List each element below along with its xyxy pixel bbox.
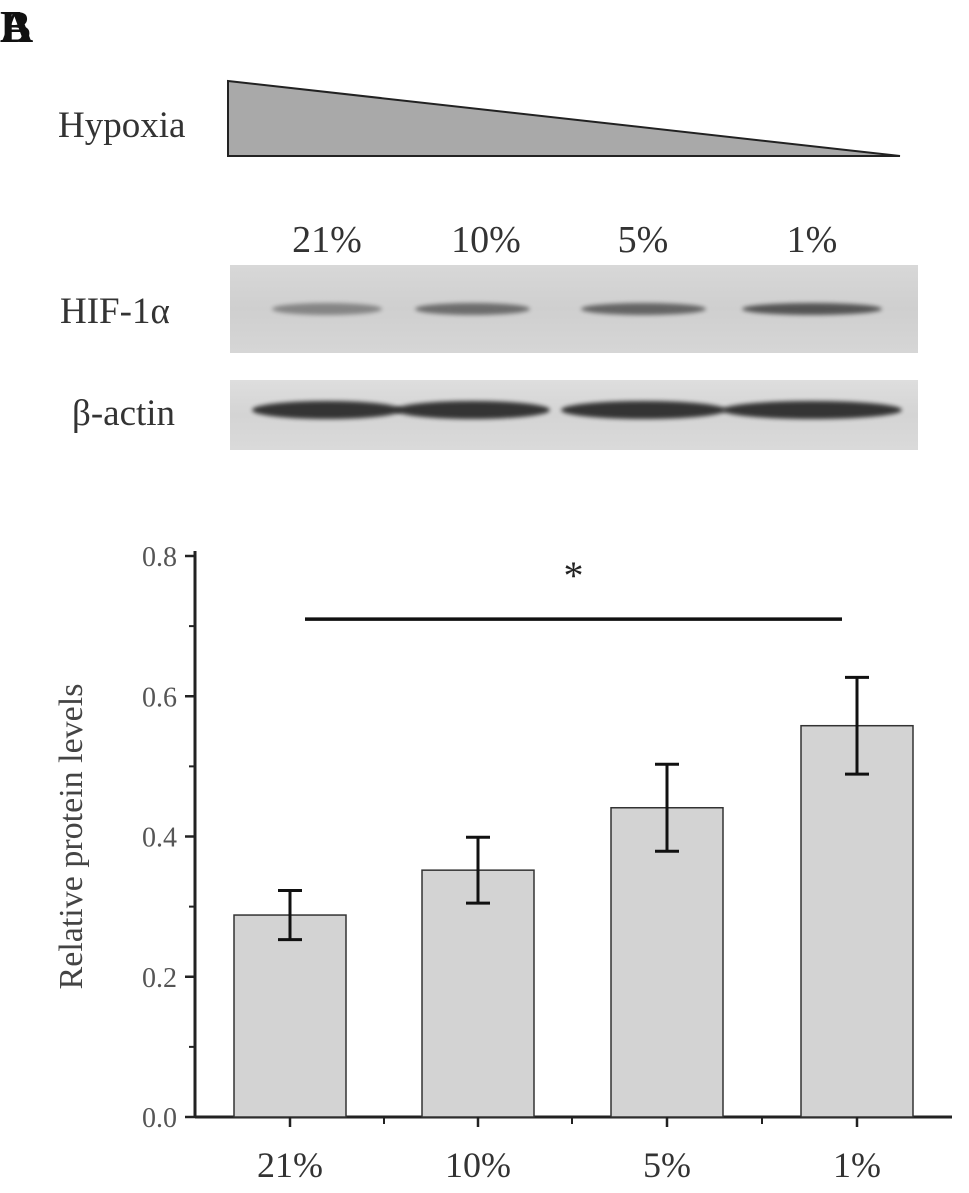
blot-band [394, 401, 550, 419]
blot-band [252, 401, 402, 419]
x-tick-label: 10% [445, 1145, 511, 1185]
hif1a-blot [230, 265, 918, 353]
lane-labels: 21% 10% 5% 1% [0, 218, 969, 268]
panel-letter-a: A [0, 1, 34, 52]
x-tick-label: 1% [833, 1145, 881, 1185]
y-tick-label: 0.0 [142, 1103, 177, 1134]
lane-label-10: 10% [451, 219, 521, 261]
bar [233, 914, 347, 1118]
y-axis-title: Relative protein levels [53, 684, 90, 990]
blot-band [560, 401, 726, 419]
panel-letter-b: B [0, 1, 31, 52]
blot-band [580, 303, 706, 315]
hif1a-row-label: HIF-1α [60, 291, 170, 332]
x-tick-label: 5% [643, 1145, 691, 1185]
blot-band [414, 303, 530, 315]
y-tick-label: 0.4 [142, 823, 177, 854]
hypoxia-gradient-triangle [227, 79, 901, 157]
bar [421, 869, 535, 1118]
beta-actin-blot [230, 380, 918, 450]
blot-band [742, 303, 882, 315]
bar [610, 806, 724, 1118]
lane-label-5: 5% [617, 219, 669, 261]
lane-label-21: 21% [292, 219, 362, 261]
blot-band [722, 401, 902, 419]
y-tick-label: 0.6 [142, 682, 177, 713]
bar-chart: 0.0 0.2 0.4 0.6 0.8 Relative protein levels 21… [53, 542, 952, 1185]
hypoxia-label: Hypoxia [58, 105, 186, 146]
x-tick-label: 21% [257, 1145, 323, 1185]
y-tick-label: 0.2 [142, 963, 177, 994]
blot-band [272, 303, 382, 315]
lane-label-1: 1% [786, 219, 838, 261]
beta-actin-row-label: β-actin [72, 393, 176, 434]
bar [800, 724, 914, 1118]
significance-asterisk: * [564, 553, 584, 598]
y-tick-label: 0.8 [142, 542, 177, 573]
